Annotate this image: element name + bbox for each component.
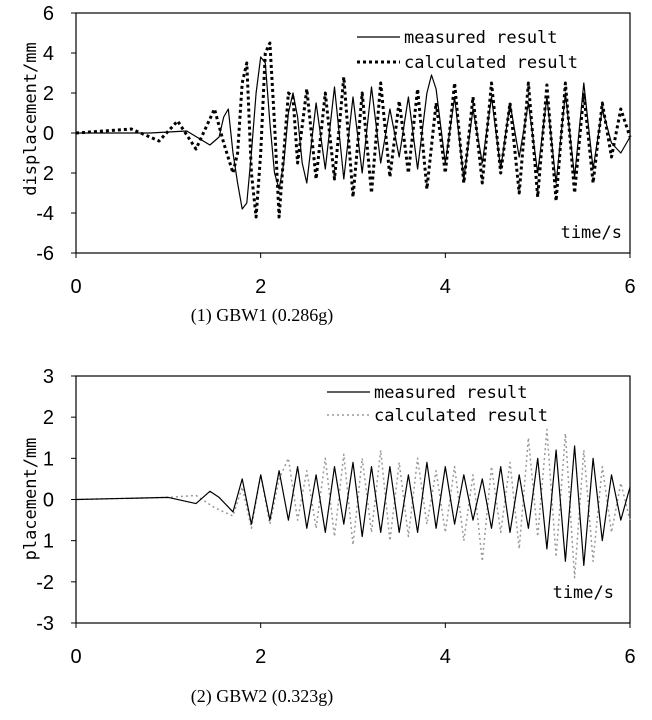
x-tick-label: 4 — [440, 646, 451, 668]
y-tick-label: -6 — [36, 243, 54, 265]
legend-label-calculated: calculated result — [374, 406, 548, 426]
legend: measured result calculated result — [327, 383, 548, 426]
x-tick-label: 2 — [255, 646, 266, 668]
legend-label-measured: measured result — [404, 28, 558, 48]
x-tick-label: 2 — [255, 276, 266, 298]
y-tick-label: 0 — [43, 490, 54, 512]
series-line-measured — [75, 445, 631, 566]
chart-1: 6 4 2 0 2 -4 -6 0 2 4 6 displacement/mm time/s mea… — [21, 3, 636, 326]
series-layer — [75, 428, 631, 579]
x-tick-label: 0 — [70, 646, 81, 668]
y-tick-label: 2 — [43, 407, 54, 429]
y-tick-label: 4 — [43, 43, 54, 65]
series-line-measured — [76, 56, 631, 210]
series-line-calculated — [75, 428, 631, 579]
x-tick-label: 6 — [624, 276, 635, 298]
chart-2: 3 2 1 0 1 -2 -3 0 2 4 6 placement/mm time/s measur… — [21, 366, 636, 707]
y-tick-label: 2 — [43, 83, 54, 105]
x-tick-label: 0 — [70, 276, 81, 298]
y-axis-label: displacement/mm — [21, 42, 41, 196]
y-tick-label: 1 — [43, 531, 54, 553]
x-axis-label: time/s — [553, 583, 614, 603]
y-tick-label: -3 — [36, 613, 54, 635]
y-tick-label: 2 — [43, 163, 54, 185]
x-tick-label: 4 — [440, 276, 451, 298]
series-layer — [75, 41, 632, 219]
y-tick-label: -4 — [36, 203, 54, 225]
y-tick-label: 3 — [43, 366, 54, 388]
y-tick-label: 1 — [43, 448, 54, 470]
legend: measured result calculated result — [357, 28, 578, 73]
legend-label-calculated: calculated result — [404, 53, 578, 73]
y-axis-label: placement/mm — [21, 438, 41, 561]
ticks-layer: 3 2 1 0 1 -2 -3 0 2 4 6 — [36, 366, 635, 668]
x-axis-label: time/s — [561, 223, 622, 243]
chart-caption: (2) GBW2 (0.323g) — [191, 686, 333, 707]
y-tick-label: 0 — [43, 123, 54, 145]
series-line-calculated — [75, 41, 632, 219]
y-tick-label: -2 — [36, 572, 54, 594]
ticks-layer: 6 4 2 0 2 -4 -6 0 2 4 6 — [36, 3, 635, 298]
chart-caption: (1) GBW1 (0.286g) — [191, 305, 333, 326]
legend-label-measured: measured result — [374, 383, 528, 403]
y-tick-label: 6 — [43, 3, 54, 25]
x-tick-label: 6 — [624, 646, 635, 668]
